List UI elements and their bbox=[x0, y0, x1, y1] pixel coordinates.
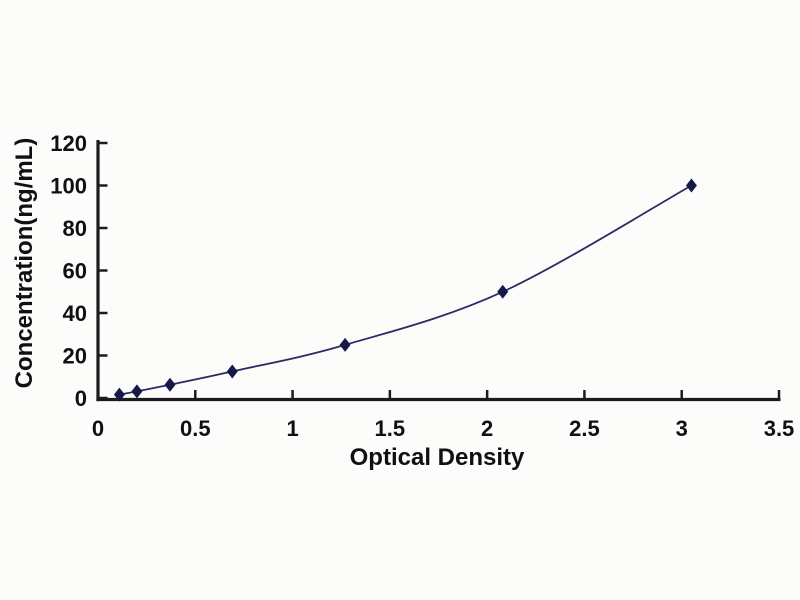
data-point-marker bbox=[685, 178, 697, 193]
data-point-marker bbox=[497, 284, 509, 299]
x-tick-label: 3 bbox=[676, 416, 688, 441]
data-point-marker bbox=[164, 377, 176, 392]
y-axis-title: Concentration(ng/mL) bbox=[11, 138, 38, 389]
data-point-marker bbox=[339, 337, 351, 352]
ticks-layer: 0 0.5 1 1.5 2 2.5 3 3.5 0 20 40 60 80 100 120 bbox=[50, 131, 794, 441]
x-tick-label: 1.5 bbox=[375, 416, 406, 441]
x-axis-title: Optical Density bbox=[350, 444, 525, 471]
x-tick-label: 1 bbox=[286, 416, 298, 441]
y-tick-label: 40 bbox=[63, 301, 87, 326]
y-tick-label: 60 bbox=[63, 259, 87, 284]
x-tick-label: 2 bbox=[481, 416, 493, 441]
curve-line bbox=[119, 184, 692, 396]
y-tick-label: 20 bbox=[63, 344, 87, 369]
y-tick-label: 0 bbox=[75, 386, 87, 411]
y-tick-label: 80 bbox=[63, 216, 87, 241]
data-point-marker bbox=[226, 364, 238, 379]
y-tick-label: 120 bbox=[50, 131, 87, 156]
x-tick-label: 0 bbox=[92, 416, 104, 441]
x-tick-label: 0.5 bbox=[180, 416, 211, 441]
data-point-marker bbox=[113, 387, 125, 402]
x-tick-label: 2.5 bbox=[569, 416, 600, 441]
x-tick-label: 3.5 bbox=[764, 416, 795, 441]
y-tick-label: 100 bbox=[50, 174, 87, 199]
data-point-marker bbox=[131, 384, 143, 399]
series-layer bbox=[113, 178, 697, 402]
axes-layer bbox=[96, 140, 781, 402]
